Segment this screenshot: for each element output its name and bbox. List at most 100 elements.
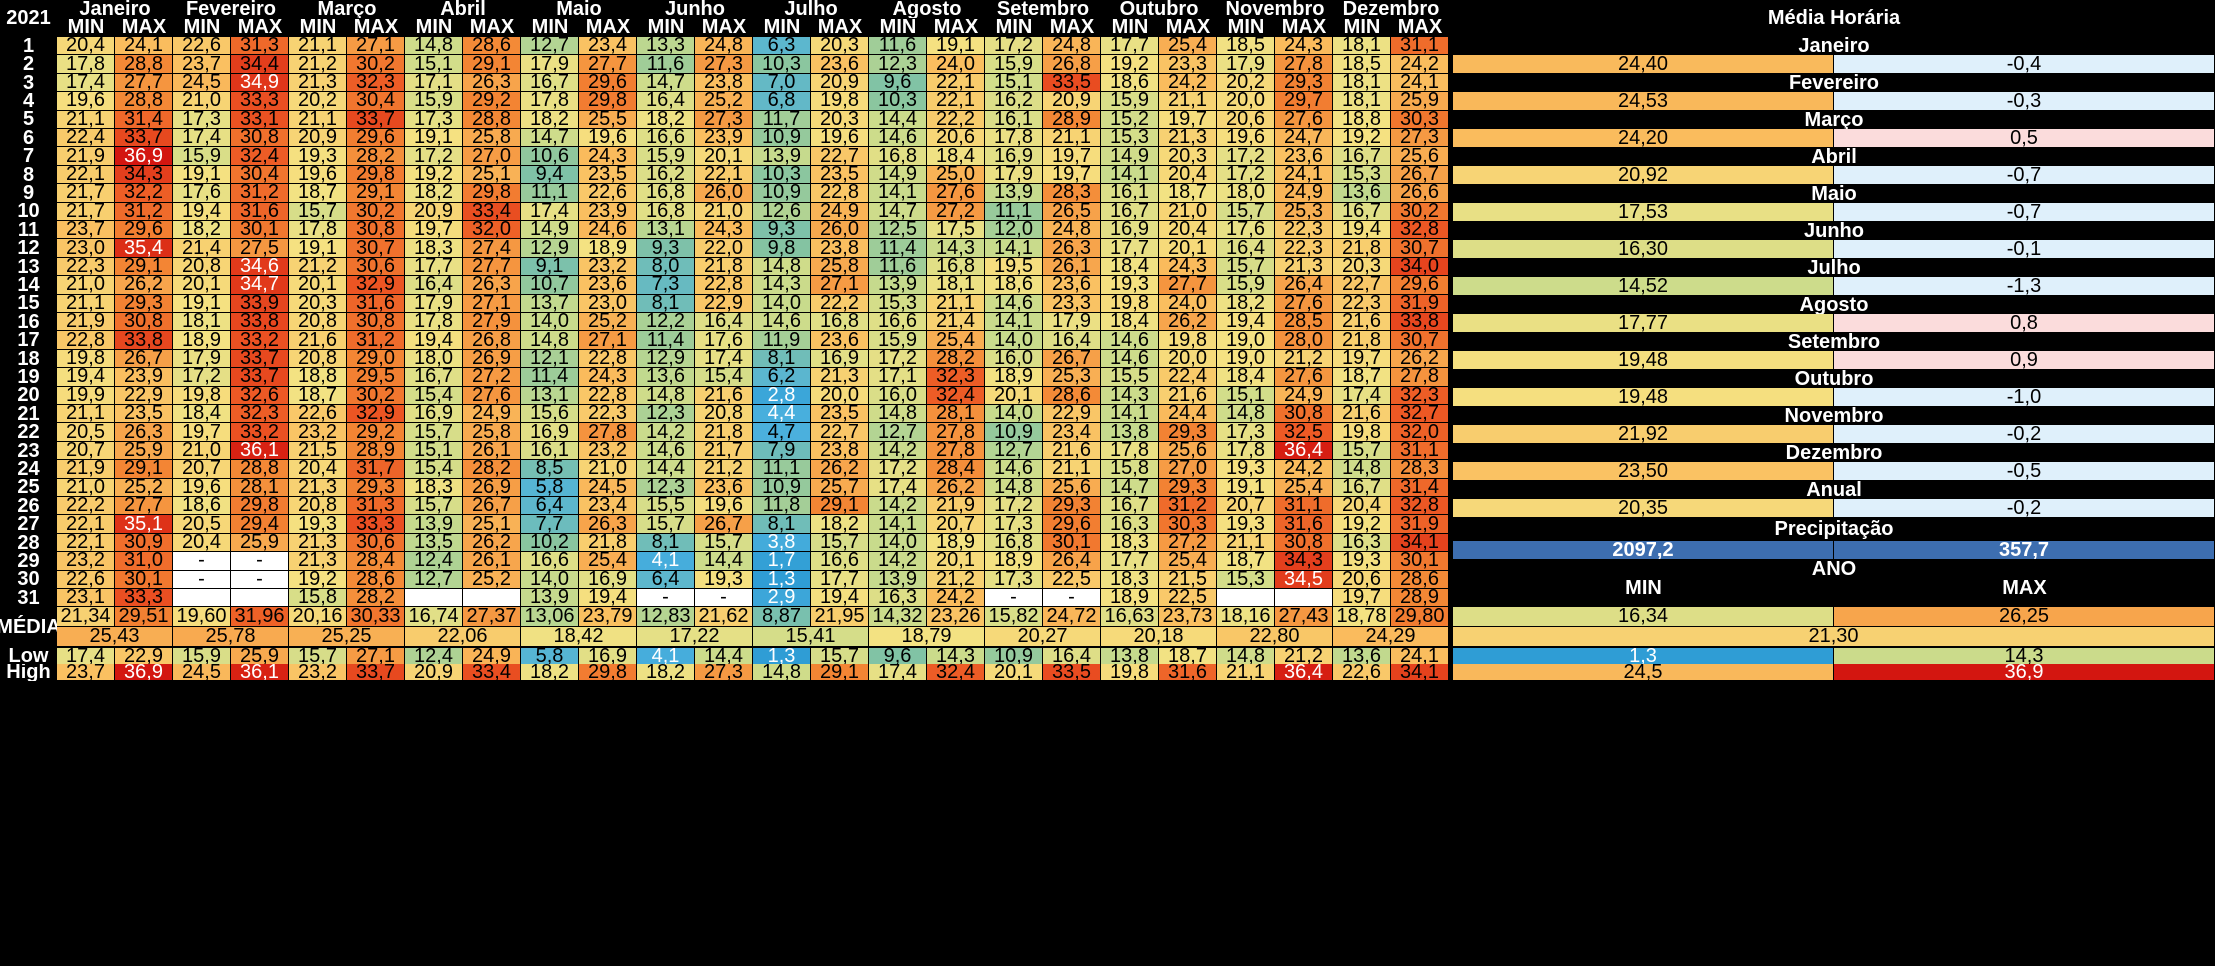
- temp-cell: 29,0: [347, 349, 405, 369]
- month-header: Agosto: [869, 0, 985, 18]
- temp-cell: 21,3: [1159, 129, 1217, 148]
- temp-cell: 20,8: [289, 349, 347, 369]
- day-label: 12: [0, 239, 57, 258]
- max-header: MAX: [579, 18, 637, 36]
- temp-cell: 15,1: [405, 55, 463, 74]
- temp-cell: 19,3: [1101, 276, 1159, 295]
- temp-cell: 27,3: [695, 110, 753, 129]
- temp-cell: 14,6: [1101, 349, 1159, 369]
- temp-cell: 26,7: [1391, 165, 1449, 185]
- temp-cell: 14,4: [695, 552, 753, 571]
- temp-cell: 26,8: [1043, 55, 1101, 74]
- day-label: 24: [0, 460, 57, 479]
- temp-cell: 23,6: [811, 55, 869, 74]
- low-cell: 10,9: [985, 648, 1043, 665]
- side-avg-cell: 21,92: [1453, 425, 1834, 444]
- temp-cell: 23,4: [1043, 423, 1101, 442]
- temp-cell: 4,1: [637, 552, 695, 571]
- high-cell: 20,1: [985, 664, 1043, 681]
- max-header: MAX: [1159, 18, 1217, 36]
- temp-cell: 14,6: [985, 460, 1043, 479]
- temp-cell: 25,4: [1275, 478, 1333, 497]
- temp-cell: 12,9: [637, 349, 695, 369]
- temp-cell: 17,9: [405, 294, 463, 313]
- max-header: MAX: [347, 18, 405, 36]
- temp-cell: 17,2: [405, 147, 463, 166]
- temp-cell: 22,8: [811, 184, 869, 203]
- temp-cell: 20,9: [811, 73, 869, 93]
- temp-cell: 27,7: [463, 257, 521, 277]
- temp-cell: 27,1: [347, 37, 405, 56]
- temp-cell: 21,1: [1217, 533, 1275, 553]
- temp-cell: 33,8: [115, 331, 173, 350]
- temp-cell: 22,0: [695, 239, 753, 258]
- temp-cell: 12,3: [637, 478, 695, 497]
- temp-cell: 20,8: [289, 313, 347, 332]
- temp-cell: 27,2: [927, 202, 985, 221]
- media-cell: 13,06: [521, 607, 579, 628]
- temp-cell: 17,4: [695, 349, 753, 369]
- temp-cell: 6,2: [753, 368, 811, 387]
- temp-cell: 26,3: [1043, 239, 1101, 258]
- temp-cell: 17,3: [985, 570, 1043, 589]
- media-cell: 23,73: [1159, 607, 1217, 628]
- temp-cell: 18,2: [173, 221, 231, 240]
- temp-cell: 30,3: [1159, 515, 1217, 534]
- high-cell: 20,9: [405, 664, 463, 681]
- temp-cell: 25,3: [1275, 202, 1333, 221]
- temp-cell: 14,6: [637, 441, 695, 461]
- day-label: 22: [0, 423, 57, 442]
- temp-cell: 30,2: [1391, 202, 1449, 221]
- temp-cell: 32,3: [347, 73, 405, 93]
- temp-cell: 21,1: [927, 294, 985, 313]
- temp-cell: 18,2: [637, 110, 695, 129]
- temp-cell: 32,9: [347, 276, 405, 295]
- temp-cell: 17,2: [1217, 147, 1275, 166]
- temp-cell: 14,1: [1101, 405, 1159, 424]
- temp-cell: 23,3: [1043, 294, 1101, 313]
- temp-cell: 17,3: [985, 515, 1043, 534]
- temp-cell: 28,8: [231, 460, 289, 479]
- high-cell: 22,6: [1333, 664, 1391, 681]
- temp-cell: 28,6: [1043, 386, 1101, 405]
- temp-cell: 15,7: [289, 202, 347, 221]
- temp-cell: 16,4: [637, 92, 695, 111]
- month-header: Dezembro: [1333, 0, 1449, 18]
- day-label: 15: [0, 294, 57, 313]
- temp-cell: 9,1: [521, 257, 579, 277]
- month-header: Fevereiro: [173, 0, 289, 18]
- media-month-cell: 24,29: [1333, 627, 1449, 648]
- temp-cell: 30,2: [347, 202, 405, 221]
- temp-cell: 27,6: [927, 184, 985, 203]
- temp-cell: 29,4: [231, 515, 289, 534]
- temp-cell: 21,3: [1275, 257, 1333, 277]
- temp-cell: 32,6: [231, 386, 289, 405]
- temp-cell: 16,8: [927, 257, 985, 277]
- temp-cell: 14,3: [1101, 386, 1159, 405]
- high-cell: 24,5: [173, 664, 231, 681]
- day-label: 9: [0, 184, 57, 203]
- temp-cell: 22,9: [115, 386, 173, 405]
- temp-cell: 20,6: [1333, 570, 1391, 589]
- temp-cell: 21,3: [289, 533, 347, 553]
- side-month-label: Julho: [1453, 259, 2215, 277]
- day-label: 7: [0, 147, 57, 166]
- temp-cell: 23,2: [289, 423, 347, 442]
- temp-cell: 14,7: [521, 129, 579, 148]
- temp-cell: 12,3: [637, 405, 695, 424]
- temp-cell: 11,4: [869, 239, 927, 258]
- temp-cell: 31,9: [1391, 515, 1449, 534]
- temp-cell: 27,6: [463, 386, 521, 405]
- max-header: MAX: [231, 18, 289, 36]
- temp-cell: 14,6: [1101, 331, 1159, 350]
- temp-cell: 26,3: [463, 276, 521, 295]
- temp-cell: 19,7: [1333, 589, 1391, 608]
- temp-cell: 17,6: [695, 331, 753, 350]
- low-cell: 25,9: [231, 648, 289, 665]
- day-label: 30: [0, 570, 57, 589]
- temp-cell: 15,9: [869, 331, 927, 350]
- temp-cell: 22,4: [1159, 368, 1217, 387]
- temp-cell: 24,4: [1159, 405, 1217, 424]
- temp-cell: 21,7: [57, 202, 115, 221]
- temp-cell: 25,9: [1391, 92, 1449, 111]
